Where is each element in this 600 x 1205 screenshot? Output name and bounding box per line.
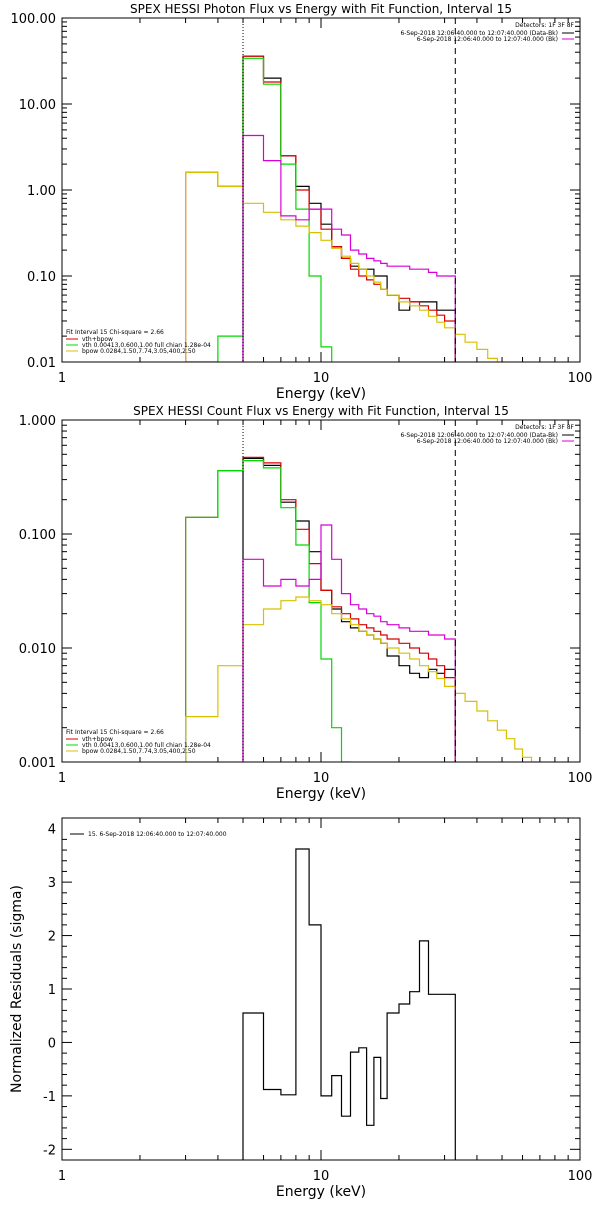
legend-item: vth+bpow [82,736,113,743]
legend-item: vth+bpow [82,336,113,343]
series-bpow [185,171,498,362]
y-tick-label: 0 [48,1036,56,1051]
x-tick-label: 1 [58,371,66,386]
legend-top-right: Detectors: 1F 3F 8F6-Sep-2018 12:06:40.0… [400,424,574,445]
series-vth [185,57,333,362]
x-tick-label: 10 [313,1169,330,1184]
y-tick-label: 2 [48,930,56,945]
series-bk [242,524,456,762]
series-total [185,55,456,362]
series-data [242,457,456,762]
y-tick-label: 1.000 [19,414,56,429]
y-tick-label: 1 [48,983,56,998]
chart-title: SPEX HESSI Photon Flux vs Energy with Fi… [130,2,512,16]
legend-header: Fit Interval 15 Chi-square = 2.66 [66,329,164,336]
legend-item: 6-Sep-2018 12:06:40.000 to 12:07:40.000 … [417,438,558,445]
y-axis-label: Normalized Residuals (sigma) [9,885,25,1093]
x-tick-label: 100 [568,371,593,386]
chart-title: SPEX HESSI Count Flux vs Energy with Fit… [133,404,509,418]
x-tick-label: 1 [58,1169,66,1184]
legend-item: 6-Sep-2018 12:06:40.000 to 12:07:40.000 … [400,30,558,37]
x-tick-label: 100 [568,771,593,786]
legend-detectors: Detectors: 1F 3F 8F [515,424,574,431]
series-bk [242,134,456,362]
legend-item: vth 0.00413,0.600,1.00 full chian 1.28e-… [82,342,211,349]
legend-item: bpow 0.0284,1.50,7.74,3.05,400,2.50 [82,748,196,755]
series-data [242,55,456,362]
y-tick-label: 3 [48,876,56,891]
x-tick-label: 10 [313,771,330,786]
legend-header: Fit Interval 15 Chi-square = 2.66 [66,729,164,736]
plot-frame [61,817,581,1161]
y-tick-label: -1 [43,1090,56,1105]
plot-frame [61,17,581,363]
x-axis-label: Energy (keV) [276,786,366,802]
panel-3: Energy (keV) Normalized Residuals (sigma)… [9,817,593,1200]
y-tick-label: 10.00 [19,98,56,113]
x-axis-label: Energy (keV) [276,1184,366,1200]
series-total [185,456,456,762]
series-group [242,848,456,1160]
y-tick-label: 0.01 [27,356,56,371]
series-bpow [185,596,540,762]
y-tick-label: 100.00 [11,12,57,27]
legend-item: bpow 0.0284,1.50,7.74,3.05,400,2.50 [82,348,196,355]
legend-item: 6-Sep-2018 12:06:40.000 to 12:07:40.000 … [417,36,558,43]
legend-item: vth 0.00413,0.600,1.00 full chian 1.28e-… [82,742,211,749]
x-tick-label: 10 [313,371,330,386]
x-tick-label: 100 [568,1169,593,1184]
plot-frame [61,419,581,763]
y-tick-label: 0.10 [27,270,56,285]
legend-item: 6-Sep-2018 12:06:40.000 to 12:07:40.000 … [400,432,558,439]
x-tick-label: 1 [58,771,66,786]
y-tick-label: 0.001 [19,756,56,771]
y-tick-label: 0.010 [19,642,56,657]
y-tick-label: -2 [43,1143,56,1158]
y-tick-label: 4 [48,823,56,838]
legend-item: 15. 6-Sep-2018 12:06:40.000 to 12:07:40.… [88,831,227,838]
series-vth [185,460,351,762]
legend-bottom-left: Fit Interval 15 Chi-square = 2.66vth+bpo… [66,729,211,755]
series-group [185,55,498,362]
y-tick-label: 1.00 [27,184,56,199]
series-group [185,456,540,762]
panel-1: SPEX HESSI Photon Flux vs Energy with Fi… [11,2,593,402]
x-axis-label: Energy (keV) [276,386,366,402]
legend-bottom-left: Fit Interval 15 Chi-square = 2.66vth+bpo… [66,329,211,355]
y-tick-label: 0.100 [19,528,56,543]
legend-detectors: Detectors: 1F 3F 8F [515,22,574,29]
legend-residuals: 15. 6-Sep-2018 12:06:40.000 to 12:07:40.… [70,831,227,838]
legend-top-right: Detectors: 1F 3F 8F6-Sep-2018 12:06:40.0… [400,22,574,43]
series-data [242,848,456,1160]
panel-2: SPEX HESSI Count Flux vs Energy with Fit… [19,404,593,802]
